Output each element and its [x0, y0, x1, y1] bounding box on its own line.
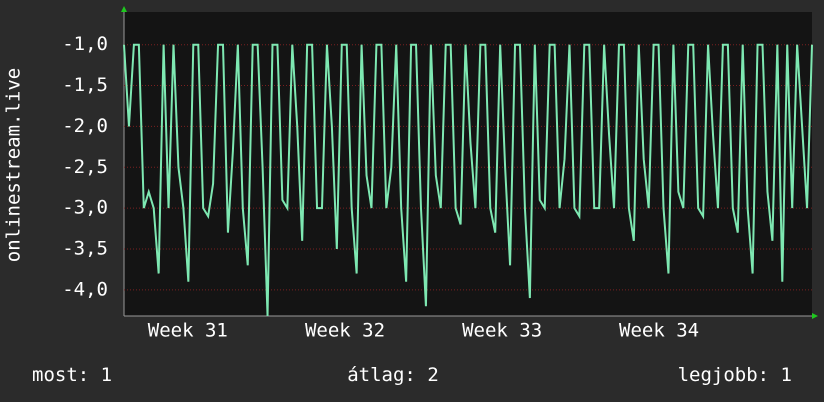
y-tick-label: -3,0 [62, 197, 108, 219]
stat-label: átlag: [347, 364, 416, 386]
x-tick-label: Week 32 [305, 320, 385, 342]
y-arrow [121, 6, 127, 12]
stat: most: 1 [32, 364, 112, 386]
stat: átlag: 2 [347, 364, 439, 386]
y-tick-label: -1,5 [62, 74, 108, 96]
x-arrow [812, 313, 818, 319]
stat-label: most: [32, 364, 89, 386]
line [123, 43, 813, 317]
stat-value: 1 [101, 364, 112, 386]
y-tick-label: -2,5 [62, 156, 108, 178]
x-tick-label: Week 34 [619, 320, 699, 342]
stat: legjobb: 1 [678, 364, 792, 386]
y-tick-label: -2,0 [62, 115, 108, 137]
x-tick-label: Week 31 [148, 320, 228, 342]
y-axis-label: onlinestream.live [3, 68, 25, 262]
stat-value: 1 [781, 364, 792, 386]
y-tick-label: -3,5 [62, 237, 108, 259]
stat-label: legjobb: [678, 364, 770, 386]
stat-value: 2 [427, 364, 438, 386]
y-tick-label: -4,0 [62, 278, 108, 300]
x-tick-label: Week 33 [462, 320, 542, 342]
y-tick-label: -1,0 [62, 33, 108, 55]
